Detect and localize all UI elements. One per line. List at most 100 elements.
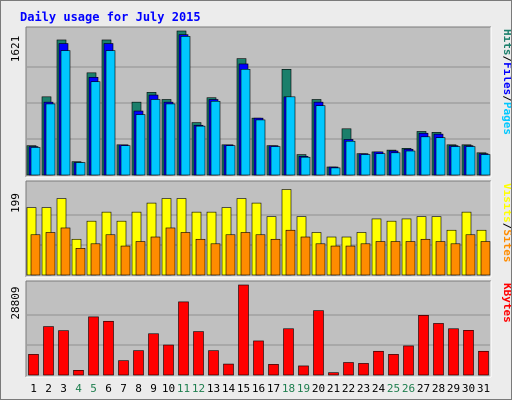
- bar-kbytes-day-24: [373, 350, 384, 376]
- bar-sites-day-24: [375, 241, 386, 276]
- bar-sites-day-10: [165, 227, 176, 276]
- legend-entry: /: [501, 56, 511, 63]
- bar-sites-day-7: [120, 245, 131, 276]
- bar-pages-day-9: [150, 99, 161, 176]
- bar-pages-day-22: [345, 140, 356, 176]
- x-tick-label-day-9: 9: [150, 382, 157, 395]
- legend-kbytes: KBytes: [501, 283, 511, 323]
- bar-sites-day-15: [240, 232, 251, 276]
- legend-entry: /: [501, 223, 511, 230]
- bar-pages-day-14: [225, 145, 236, 176]
- bar-kbytes-day-27: [418, 315, 429, 376]
- bar-pages-day-4: [75, 162, 86, 176]
- bar-kbytes-day-9: [148, 333, 159, 376]
- chart-title: Daily usage for July 2015: [20, 10, 201, 24]
- x-tick-label-day-7: 7: [120, 382, 127, 395]
- legend-hits: Hits/Files/Pages: [501, 29, 511, 135]
- x-tick-label-day-22: 22: [342, 382, 355, 395]
- x-tick-label-day-1: 1: [30, 382, 37, 395]
- legend-entry: Files: [501, 62, 511, 95]
- series-kbytes: [28, 284, 489, 376]
- bar-pages-day-1: [30, 147, 41, 176]
- bar-pages-day-20: [315, 105, 326, 176]
- bar-kbytes-day-12: [193, 331, 204, 376]
- bar-kbytes-day-20: [313, 310, 324, 376]
- x-tick-label-day-23: 23: [357, 382, 370, 395]
- bar-sites-day-3: [60, 227, 71, 276]
- bar-kbytes-day-21: [328, 372, 339, 376]
- legend-entry: Visits: [501, 183, 511, 223]
- bar-pages-day-19: [300, 156, 311, 176]
- bar-pages-day-2: [45, 103, 56, 176]
- x-axis-day-labels: 1 2 3 4 5 6 7 8 9 10 11 12 13 14 15 16 17 18 19 20 21 22 23 24 2…: [30, 382, 490, 395]
- bar-pages-day-6: [105, 50, 116, 176]
- x-tick-label-day-27: 27: [417, 382, 430, 395]
- legend-visits: Visits/Sites: [501, 183, 511, 263]
- x-tick-label-day-21: 21: [327, 382, 340, 395]
- bar-sites-day-23: [360, 243, 371, 276]
- bar-kbytes-day-6: [103, 320, 114, 376]
- bar-sites-day-16: [255, 234, 266, 276]
- x-tick-label-day-18: 18: [282, 382, 295, 395]
- legend-entry: Hits: [501, 29, 511, 56]
- bar-sites-day-20: [315, 243, 326, 276]
- bar-pages-day-30: [465, 146, 476, 176]
- bar-pages-day-21: [330, 167, 341, 176]
- x-tick-label-day-4: 4: [75, 382, 82, 395]
- bar-sites-day-25: [390, 241, 401, 276]
- x-tick-label-day-26: 26: [402, 382, 415, 395]
- bar-kbytes-day-13: [208, 350, 219, 376]
- series-sites: [30, 227, 491, 276]
- bar-sites-day-27: [420, 238, 431, 276]
- bar-pages-day-16: [255, 119, 266, 176]
- bar-pages-day-18: [285, 96, 296, 176]
- bar-kbytes-day-1: [28, 354, 39, 376]
- bar-sites-day-22: [345, 245, 356, 276]
- bar-pages-day-28: [435, 137, 446, 176]
- bar-kbytes-day-10: [163, 344, 174, 376]
- bar-kbytes-day-4: [73, 370, 84, 376]
- x-tick-label-day-31: 31: [477, 382, 490, 395]
- bar-kbytes-day-11: [178, 301, 189, 376]
- bar-sites-day-14: [225, 234, 236, 276]
- bar-sites-day-4: [75, 248, 86, 276]
- bar-kbytes-day-16: [253, 340, 264, 376]
- bar-pages-day-3: [60, 50, 71, 176]
- y-max-label-kbytes: 28809: [9, 286, 22, 319]
- bar-pages-day-17: [270, 146, 281, 176]
- bar-kbytes-day-19: [298, 365, 309, 376]
- bar-pages-day-12: [195, 125, 206, 176]
- bar-pages-day-31: [480, 154, 491, 176]
- x-tick-label-day-3: 3: [60, 382, 67, 395]
- bar-kbytes-day-7: [118, 360, 129, 376]
- x-tick-label-day-2: 2: [45, 382, 52, 395]
- bar-pages-day-13: [210, 100, 221, 176]
- bar-kbytes-day-2: [43, 326, 54, 376]
- panel-visits: 199 Visits/Sites: [9, 180, 512, 278]
- x-tick-label-day-13: 13: [207, 382, 220, 395]
- bar-sites-day-30: [465, 234, 476, 276]
- bar-pages-day-10: [165, 103, 176, 176]
- x-tick-label-day-15: 15: [237, 382, 250, 395]
- bar-sites-day-19: [300, 236, 311, 276]
- x-tick-label-day-29: 29: [447, 382, 460, 395]
- x-tick-label-day-19: 19: [297, 382, 310, 395]
- bar-sites-day-8: [135, 241, 146, 276]
- bar-pages-day-11: [180, 36, 191, 176]
- bar-pages-day-29: [450, 146, 461, 176]
- x-tick-label-day-14: 14: [222, 382, 236, 395]
- bar-kbytes-day-3: [58, 330, 69, 376]
- bar-sites-day-29: [450, 243, 461, 276]
- series-pages: [30, 36, 491, 176]
- bar-kbytes-day-18: [283, 328, 294, 376]
- bar-kbytes-day-14: [223, 363, 234, 376]
- x-tick-label-day-20: 20: [312, 382, 325, 395]
- x-tick-label-day-25: 25: [387, 382, 400, 395]
- bar-pages-day-8: [135, 114, 146, 176]
- x-tick-label-day-11: 11: [177, 382, 190, 395]
- bar-kbytes-day-5: [88, 316, 99, 376]
- x-tick-label-day-17: 17: [267, 382, 280, 395]
